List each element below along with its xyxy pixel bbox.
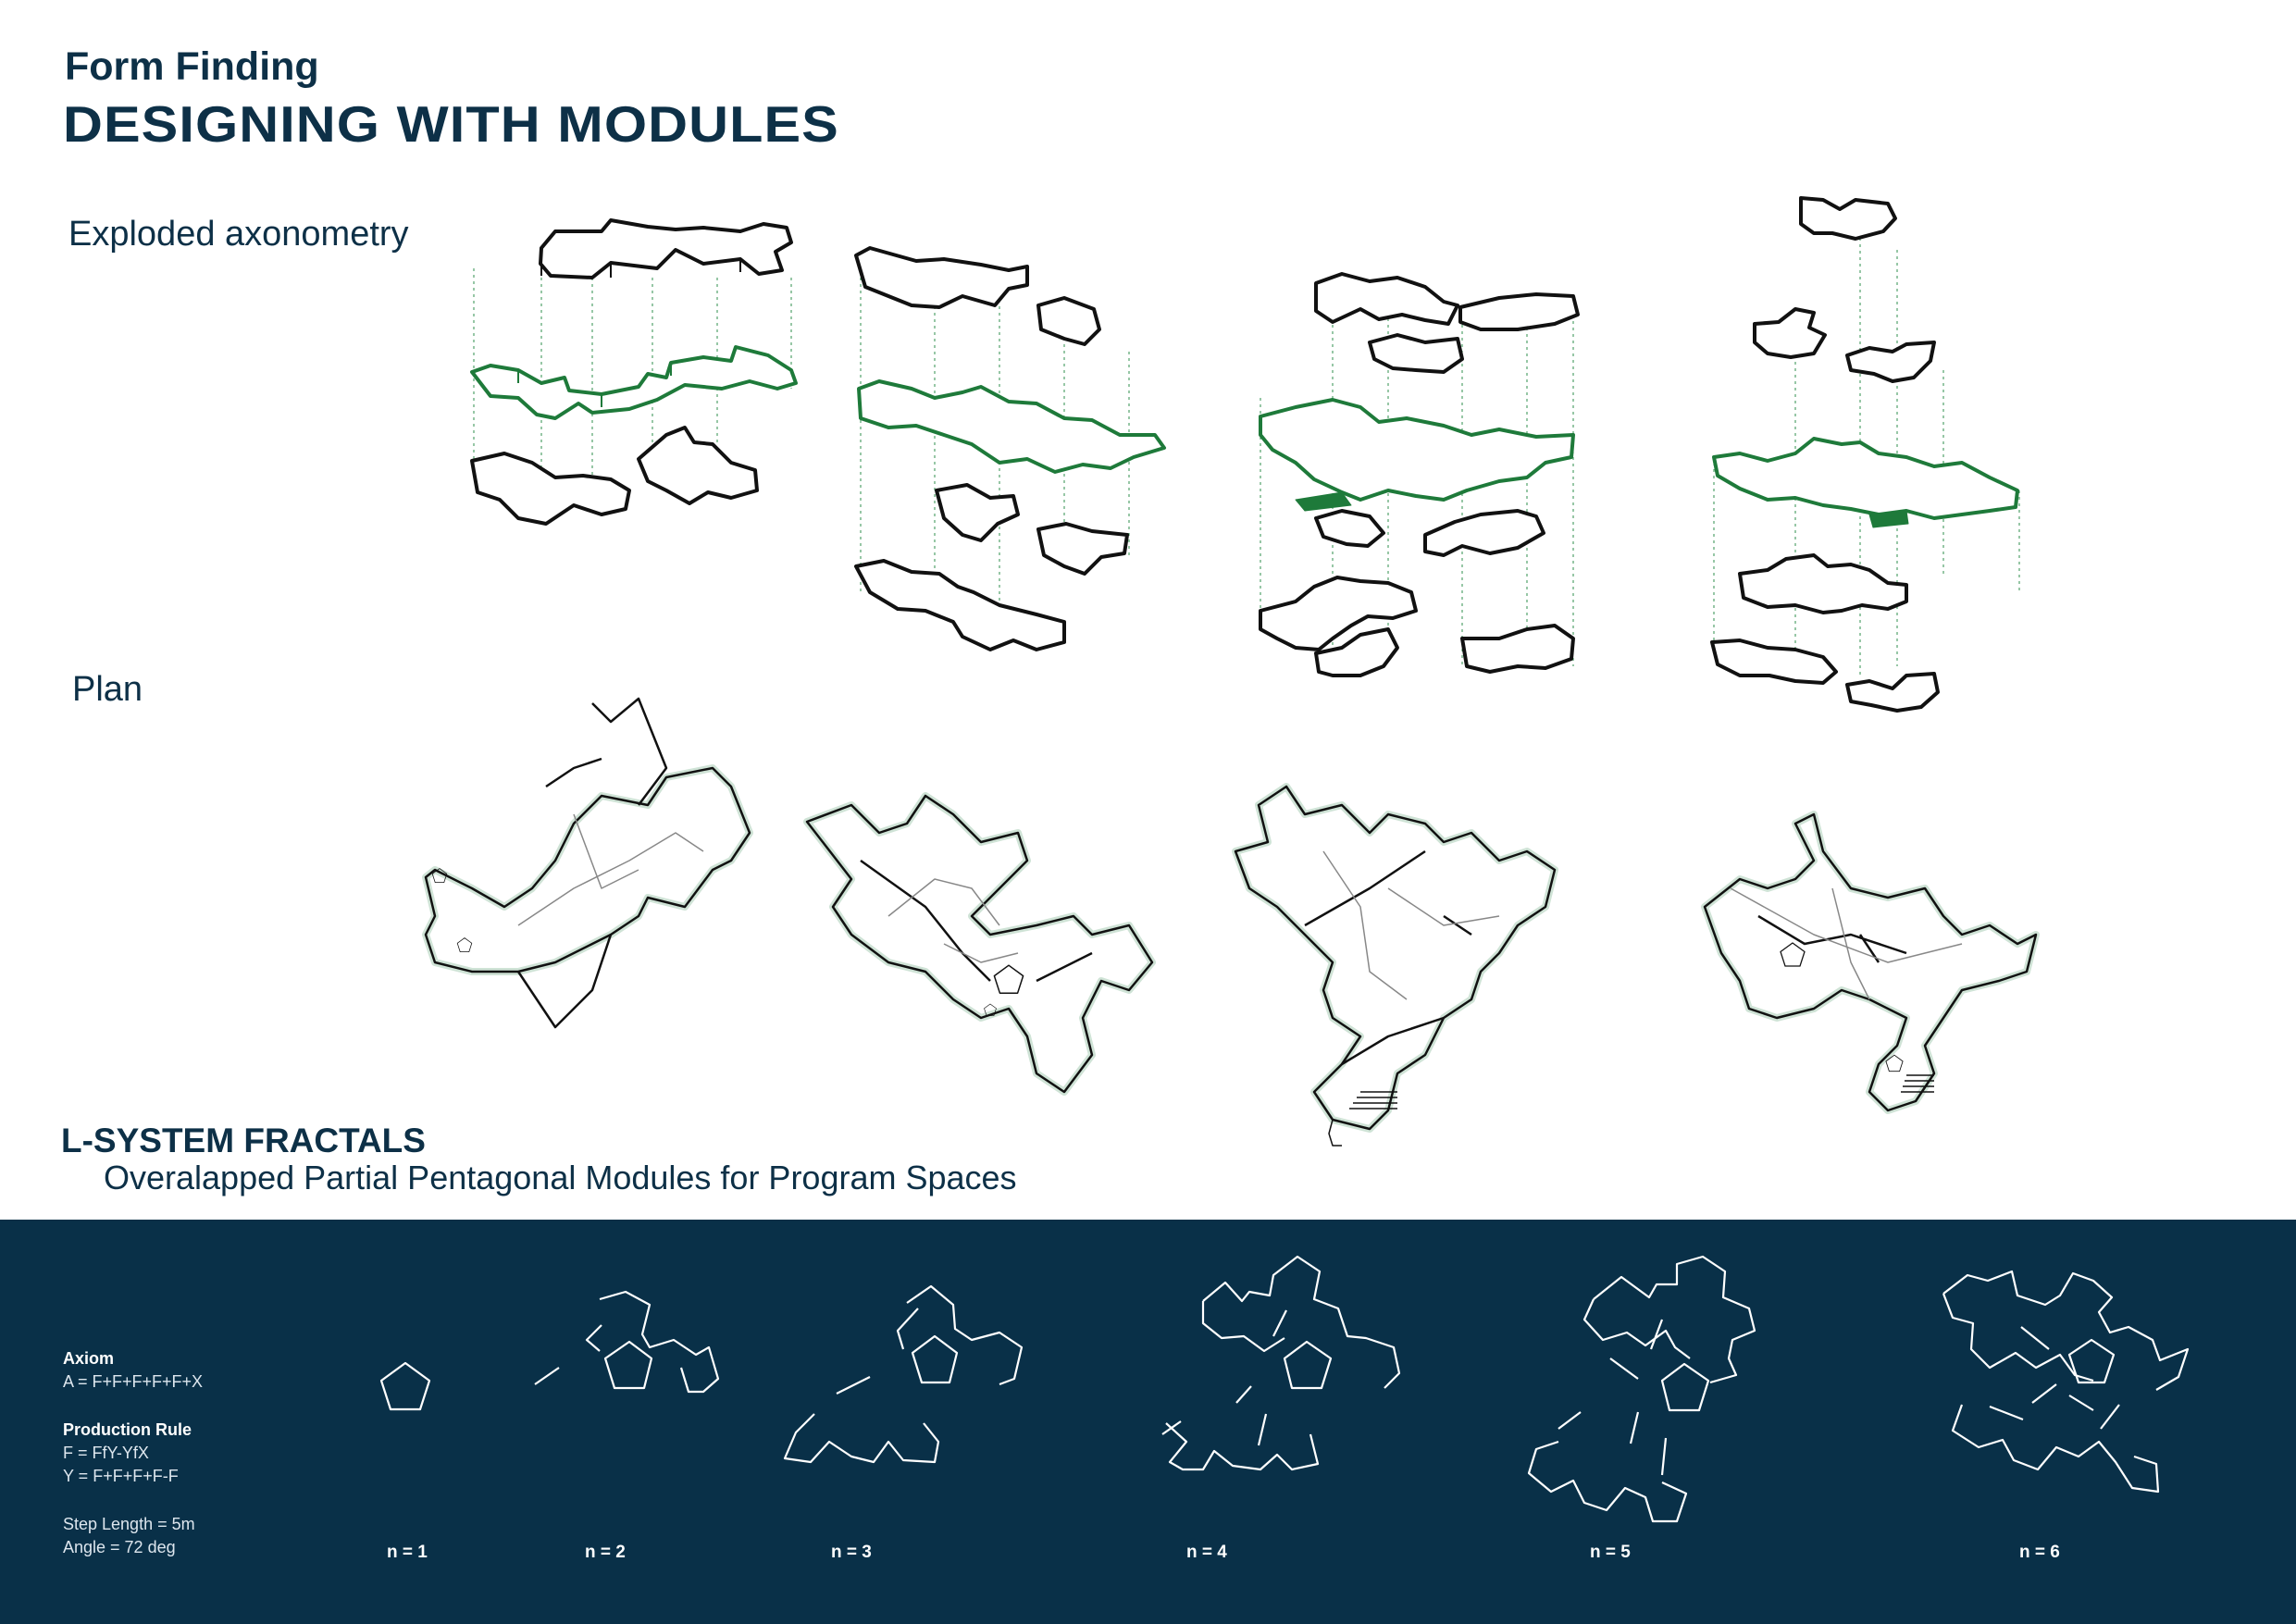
fractal-n4 — [1161, 1255, 1401, 1471]
axo-model-3 — [1259, 272, 1580, 677]
fractal-iterations — [379, 1255, 2190, 1523]
axiom-heading: Axiom — [63, 1349, 115, 1368]
rule-f: F = FfY-YfX — [63, 1444, 149, 1462]
iteration-label-6: n = 6 — [2019, 1543, 2060, 1562]
iteration-label-4: n = 4 — [1186, 1543, 1227, 1562]
drawings-canvas — [422, 196, 2040, 1147]
fractal-n5 — [1527, 1255, 1756, 1523]
plan-label: Plan — [72, 670, 143, 709]
step-length: Step Length = 5m — [63, 1515, 195, 1533]
plan-2 — [803, 792, 1156, 1096]
lsystem-panel — [0, 1220, 2296, 1624]
plan-3 — [1232, 783, 1558, 1147]
page-title: DESIGNING WITH MODULES — [63, 95, 839, 153]
plan-1 — [422, 697, 753, 1029]
fractal-n6 — [1942, 1270, 2190, 1494]
plan-4 — [1701, 811, 2040, 1114]
plan-4-stair — [1901, 1074, 1934, 1093]
rule-y: Y = F+F+F+F-F — [63, 1467, 179, 1485]
axo-model-1 — [470, 218, 798, 526]
plan-3-stair — [1328, 1091, 1397, 1147]
axo-model-4 — [1710, 196, 2020, 713]
axonometry-label: Exploded axonometry — [68, 215, 409, 254]
axo-model-2 — [854, 246, 1166, 651]
angle: Angle = 72 deg — [63, 1538, 176, 1556]
lsystem-subtitle: Overalapped Partial Pentagonal Modules f… — [104, 1159, 1017, 1196]
iteration-label-3: n = 3 — [831, 1543, 872, 1562]
production-rule-heading: Production Rule — [63, 1420, 192, 1439]
fractal-n1 — [379, 1361, 431, 1411]
iteration-label-5: n = 5 — [1590, 1543, 1631, 1562]
fractal-n2 — [534, 1290, 720, 1394]
fractal-n3 — [783, 1284, 1024, 1464]
iteration-label-2: n = 2 — [585, 1543, 626, 1562]
axiom-value: A = F+F+F+F+F+X — [63, 1372, 204, 1391]
header-kicker: Form Finding — [65, 44, 319, 89]
iteration-label-1: n = 1 — [387, 1543, 428, 1562]
lsystem-title: L-SYSTEM FRACTALS — [61, 1122, 426, 1159]
